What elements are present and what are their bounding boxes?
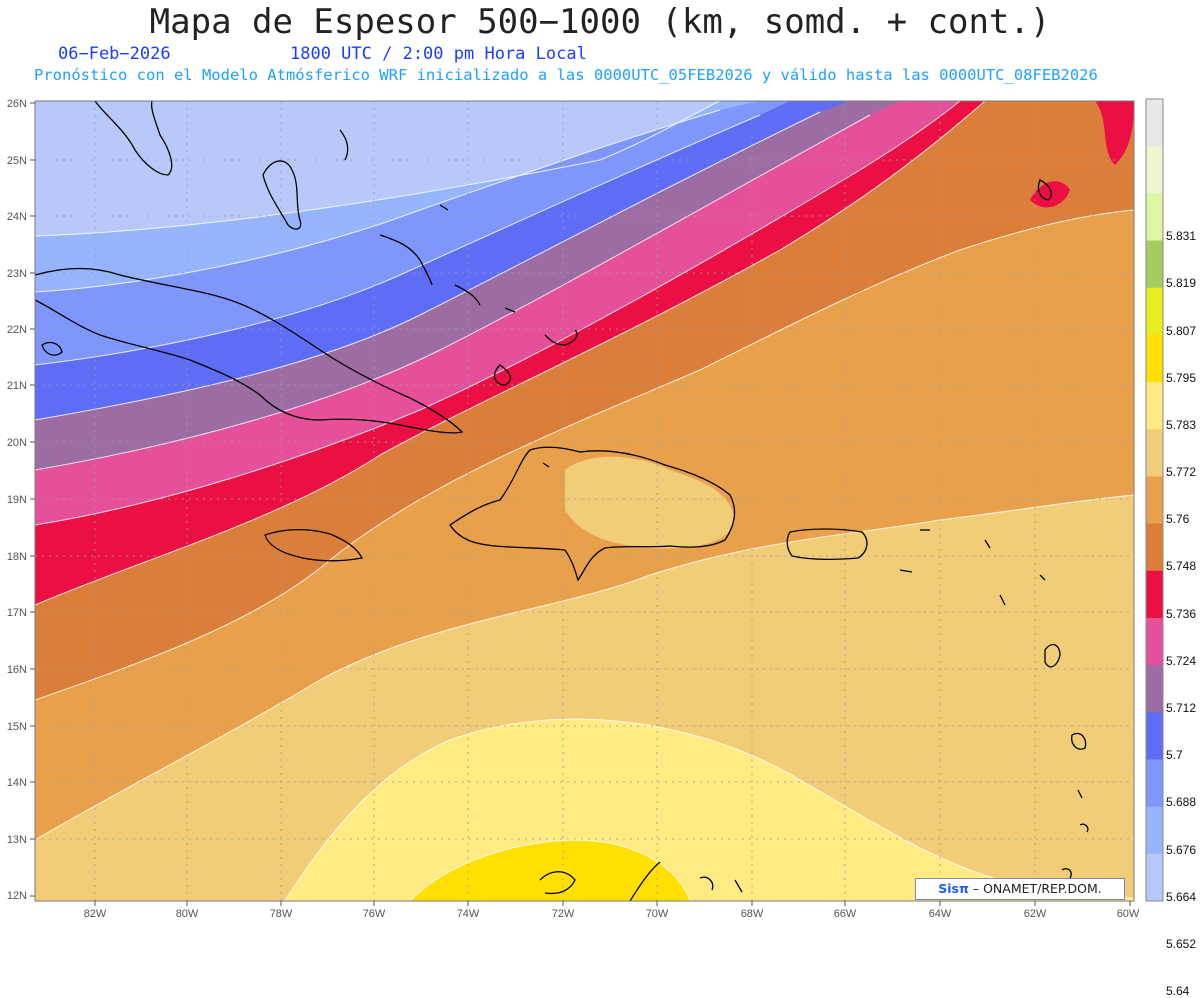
legend-swatch <box>1146 759 1163 808</box>
lon-label: 76W <box>363 908 386 920</box>
lon-label: 68W <box>741 908 764 920</box>
lon-label: 64W <box>929 908 952 920</box>
lon-label: 66W <box>834 908 857 920</box>
forecast-date: 06−Feb−2026 <box>58 44 171 64</box>
legend-level-label: 5.64 <box>1166 984 1190 998</box>
legend-swatch <box>1146 240 1163 289</box>
lat-label: 15N <box>7 721 27 733</box>
lat-label: 21N <box>7 380 27 392</box>
legend-level-label: 5.783 <box>1166 417 1197 432</box>
thickness-map: 26N 25N 24N 23N 22N 21N 20N 19N 18N 17N … <box>7 98 1164 920</box>
legend-swatch <box>1146 476 1163 525</box>
legend-swatch <box>1146 99 1163 147</box>
lon-label: 74W <box>457 908 480 920</box>
lat-label: 14N <box>7 777 27 789</box>
model-description: Pronóstico con el Modelo Atmósferico WRF… <box>34 66 1098 84</box>
latitude-ticks <box>30 102 35 897</box>
legend-level-label: 5.748 <box>1166 559 1197 574</box>
legend-level-label: 5.676 <box>1166 842 1197 857</box>
lon-label: 72W <box>552 908 575 920</box>
legend-swatch <box>1146 429 1163 477</box>
lat-label: 22N <box>7 324 27 336</box>
legend-level-label: 5.664 <box>1166 889 1197 904</box>
legend-level-label: 5.7 <box>1166 748 1183 763</box>
legend-swatch <box>1146 334 1163 383</box>
lon-label: 80W <box>176 908 199 920</box>
legend-swatch <box>1146 570 1163 619</box>
legend-swatch <box>1146 193 1163 242</box>
graticule <box>35 101 1134 901</box>
legend-swatch <box>1146 287 1163 336</box>
legend-swatch <box>1146 853 1163 902</box>
map-title: Mapa de Espesor 500−1000 (km, somd. + co… <box>149 2 1051 42</box>
legend-swatch <box>1146 523 1163 572</box>
lon-label: 70W <box>646 908 669 920</box>
legend-swatch <box>1146 806 1163 855</box>
legend-frame <box>1145 98 1164 902</box>
forecast-time: 1800 UTC / 2:00 pm Hora Local <box>290 44 587 64</box>
lat-label: 23N <box>7 268 27 280</box>
legend-level-label: 5.724 <box>1166 653 1197 668</box>
lat-label: 20N <box>7 437 27 449</box>
lat-label: 17N <box>7 607 27 619</box>
lat-label: 18N <box>7 551 27 563</box>
legend-level-label: 5.772 <box>1166 465 1197 480</box>
lon-label: 82W <box>84 908 107 920</box>
lat-label: 19N <box>7 494 27 506</box>
longitude-ticks <box>94 901 1131 906</box>
credit-text: – ONAMET/REP.DOM. <box>972 881 1102 896</box>
longitude-labels: 82W 80W 78W 76W 74W 72W 70W 68W 66W 64W … <box>84 908 1140 920</box>
legend-level-label: 5.831 <box>1166 229 1197 244</box>
lon-label: 62W <box>1024 908 1047 920</box>
legend-level-label: 5.712 <box>1166 700 1197 715</box>
legend-level-label: 5.652 <box>1166 936 1197 951</box>
coastlines <box>35 101 1089 901</box>
lat-label: 16N <box>7 664 27 676</box>
lon-label: 60W <box>1117 908 1140 920</box>
legend-level-label: 5.819 <box>1166 276 1197 291</box>
lat-label: 26N <box>7 98 27 110</box>
legend-swatch <box>1146 146 1163 194</box>
lat-label: 24N <box>7 211 27 223</box>
legend-swatch <box>1146 382 1163 430</box>
legend-swatch <box>1146 665 1163 713</box>
credit-box: Sisπ – ONAMET/REP.DOM. <box>915 878 1125 900</box>
color-legend <box>1145 98 1164 902</box>
latitude-labels: 26N 25N 24N 23N 22N 21N 20N 19N 18N 17N … <box>7 98 27 902</box>
legend-level-label: 5.795 <box>1166 370 1197 385</box>
plot-frame <box>34 100 1135 902</box>
legend-level-label: 5.76 <box>1166 512 1190 527</box>
sispi-logo: Sisπ <box>938 881 969 896</box>
lon-label: 78W <box>270 908 293 920</box>
legend-level-label: 5.807 <box>1166 323 1197 338</box>
lat-label: 25N <box>7 155 27 167</box>
lat-label: 12N <box>7 890 27 902</box>
legend-swatch <box>1146 617 1163 666</box>
legend-level-label: 5.736 <box>1166 606 1197 621</box>
thickness-bands <box>35 101 1134 901</box>
legend-level-label: 5.688 <box>1166 795 1197 810</box>
legend-swatch <box>1146 712 1163 760</box>
lat-label: 13N <box>7 834 27 846</box>
